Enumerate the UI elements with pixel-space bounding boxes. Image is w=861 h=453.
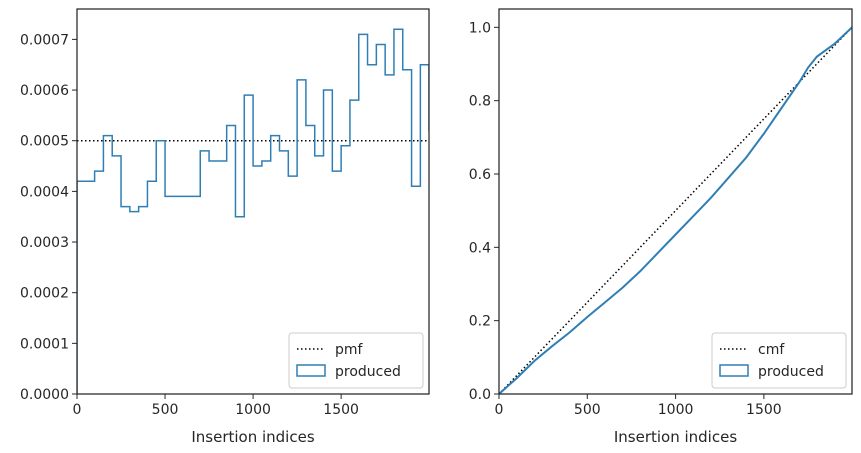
legend: cmf produced — [711, 332, 847, 389]
y-tick-label: 0.2 — [469, 314, 491, 330]
x-tick-label: 500 — [574, 402, 601, 418]
y-tick-label: 0.6 — [469, 167, 491, 183]
left-chart-pmf: 0 500 1000 1500 0.0000 0.0001 0.0002 0.0003 0.00… — [20, 8, 430, 446]
y-tick-label: 0.0002 — [20, 286, 69, 302]
produced-cumulative-line — [499, 26, 852, 394]
x-axis-label: Insertion indices — [191, 428, 314, 446]
y-tick-label: 0.0000 — [20, 387, 69, 403]
x-tick-label: 500 — [152, 402, 179, 418]
y-tick-label: 0.0004 — [20, 184, 69, 200]
y-tick-label: 0.0003 — [20, 235, 69, 251]
x-axis-label: Insertion indices — [614, 428, 737, 446]
legend-produced-swatch — [296, 364, 326, 377]
legend-box — [288, 332, 424, 389]
plot-area — [77, 28, 429, 394]
y-tick-label: 0.4 — [469, 240, 491, 256]
plot-area — [499, 26, 852, 394]
x-tick-label: 0 — [73, 402, 82, 418]
y-tick-label: 0.0001 — [20, 336, 69, 352]
right-chart-cmf: 0 500 1000 1500 0.0 0.2 0.4 0.6 0.8 1.0 Insertion … — [469, 8, 853, 446]
y-tick-label: 1.0 — [469, 20, 491, 36]
y-tick-label: 0.0005 — [20, 134, 69, 150]
plot-frame — [76, 8, 430, 395]
legend-box — [711, 332, 847, 389]
legend-label-produced: produced — [758, 364, 824, 380]
x-tick-label: 1500 — [746, 402, 782, 418]
legend-label-produced: produced — [335, 364, 401, 380]
x-tick-label: 1500 — [323, 402, 359, 418]
y-tick-label: 0.0007 — [20, 32, 69, 48]
x-tick-label: 1000 — [235, 402, 271, 418]
legend: pmf produced — [288, 332, 424, 389]
produced-step-histogram — [77, 28, 429, 394]
x-tick-label: 0 — [495, 402, 504, 418]
legend-label-reference: pmf — [335, 342, 364, 358]
cmf-reference-line — [499, 26, 852, 394]
legend-label-reference: cmf — [758, 342, 785, 358]
y-tick-label: 0.8 — [469, 94, 491, 110]
y-tick-label: 0.0006 — [20, 83, 69, 99]
y-tick-label: 0.0 — [469, 387, 491, 403]
x-tick-label: 1000 — [658, 402, 694, 418]
legend-produced-swatch — [719, 364, 749, 377]
plot-frame — [498, 8, 853, 395]
